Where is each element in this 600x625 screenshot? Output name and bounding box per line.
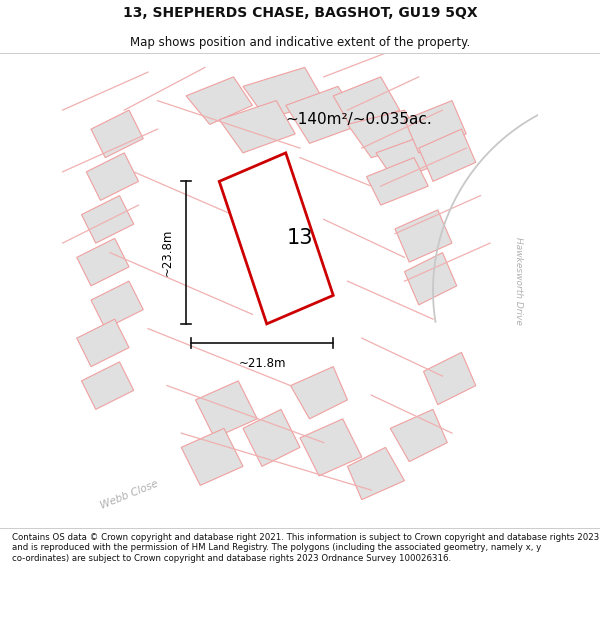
Polygon shape — [376, 134, 443, 181]
Polygon shape — [419, 129, 476, 181]
Text: Webb Close: Webb Close — [98, 479, 160, 511]
Polygon shape — [395, 210, 452, 262]
Polygon shape — [82, 362, 134, 409]
Polygon shape — [219, 153, 333, 324]
Polygon shape — [347, 110, 424, 158]
Text: ~23.8m: ~23.8m — [161, 229, 174, 276]
Polygon shape — [91, 110, 143, 158]
Polygon shape — [367, 158, 428, 205]
Text: Hawkesworth Drive: Hawkesworth Drive — [514, 237, 523, 325]
Polygon shape — [243, 68, 324, 119]
Polygon shape — [181, 428, 243, 486]
Polygon shape — [77, 319, 129, 367]
Polygon shape — [243, 409, 300, 466]
Text: Contains OS data © Crown copyright and database right 2021. This information is : Contains OS data © Crown copyright and d… — [12, 533, 599, 563]
Polygon shape — [186, 77, 253, 124]
Polygon shape — [77, 238, 129, 286]
Polygon shape — [404, 253, 457, 305]
Polygon shape — [390, 409, 447, 462]
Text: 13: 13 — [287, 228, 313, 248]
Polygon shape — [290, 367, 347, 419]
Polygon shape — [86, 153, 139, 201]
Polygon shape — [333, 77, 400, 129]
Polygon shape — [404, 101, 466, 153]
Text: ~21.8m: ~21.8m — [238, 357, 286, 370]
Text: Map shows position and indicative extent of the property.: Map shows position and indicative extent… — [130, 36, 470, 49]
Polygon shape — [286, 86, 362, 143]
Polygon shape — [219, 101, 295, 153]
Polygon shape — [196, 381, 257, 438]
Polygon shape — [91, 281, 143, 329]
Text: 13, SHEPHERDS CHASE, BAGSHOT, GU19 5QX: 13, SHEPHERDS CHASE, BAGSHOT, GU19 5QX — [122, 6, 478, 20]
Polygon shape — [82, 196, 134, 243]
Polygon shape — [424, 352, 476, 404]
Text: ~140m²/~0.035ac.: ~140m²/~0.035ac. — [286, 112, 433, 127]
Polygon shape — [347, 448, 404, 499]
Polygon shape — [300, 419, 362, 476]
